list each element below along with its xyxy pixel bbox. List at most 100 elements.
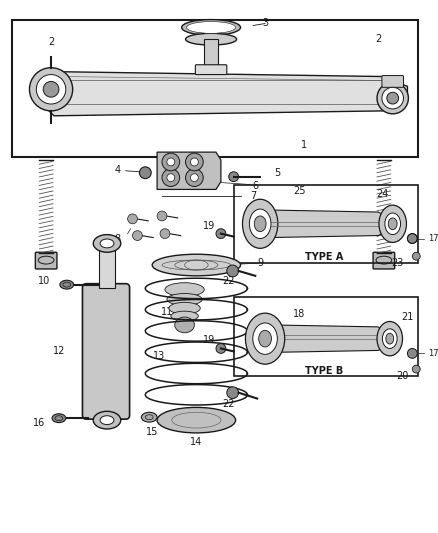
Text: 1: 1 [301, 140, 307, 150]
Circle shape [382, 87, 403, 109]
Polygon shape [34, 71, 407, 116]
Circle shape [412, 252, 420, 260]
Text: 12: 12 [53, 346, 65, 357]
Circle shape [127, 214, 138, 224]
Ellipse shape [187, 21, 236, 34]
Bar [233, 184, 418, 263]
Text: 7: 7 [250, 191, 256, 201]
Polygon shape [257, 325, 393, 352]
Circle shape [29, 68, 73, 111]
Text: 4: 4 [115, 165, 121, 175]
Bar [233, 297, 418, 376]
Ellipse shape [253, 323, 277, 354]
Ellipse shape [186, 34, 237, 45]
Circle shape [191, 158, 198, 166]
Ellipse shape [157, 407, 236, 433]
FancyBboxPatch shape [35, 252, 57, 269]
Bar [12, 20, 418, 157]
Text: 3: 3 [262, 18, 268, 28]
FancyBboxPatch shape [195, 64, 227, 75]
Circle shape [377, 83, 408, 114]
Ellipse shape [100, 416, 114, 425]
Circle shape [216, 229, 226, 239]
Text: 25: 25 [293, 187, 306, 196]
Circle shape [407, 349, 417, 358]
Text: 20: 20 [396, 371, 409, 381]
Circle shape [186, 153, 203, 171]
Ellipse shape [169, 302, 200, 314]
Ellipse shape [245, 313, 285, 364]
Bar [99, 248, 115, 288]
Text: 19: 19 [203, 221, 215, 231]
Ellipse shape [167, 294, 202, 305]
Bar [204, 39, 218, 67]
Text: 14: 14 [190, 437, 202, 447]
Ellipse shape [141, 413, 157, 422]
Circle shape [133, 231, 142, 240]
Ellipse shape [52, 414, 66, 423]
Circle shape [387, 92, 399, 104]
Text: 17: 17 [428, 349, 438, 358]
Ellipse shape [171, 311, 198, 321]
Ellipse shape [182, 20, 240, 35]
Circle shape [162, 169, 180, 187]
FancyBboxPatch shape [82, 284, 130, 419]
Text: 19: 19 [203, 335, 215, 345]
Text: 18: 18 [293, 309, 306, 319]
Text: 10: 10 [38, 276, 50, 286]
Circle shape [160, 229, 170, 239]
Ellipse shape [60, 280, 74, 289]
Text: 2: 2 [375, 34, 381, 44]
Text: 9: 9 [257, 258, 263, 268]
Text: 2: 2 [48, 37, 54, 47]
Circle shape [227, 265, 239, 277]
Text: 8: 8 [115, 233, 121, 244]
Circle shape [167, 158, 175, 166]
Ellipse shape [243, 199, 278, 248]
Ellipse shape [254, 216, 266, 232]
Text: 5: 5 [274, 168, 280, 177]
Ellipse shape [382, 329, 397, 349]
Text: 16: 16 [33, 418, 46, 428]
Text: 21: 21 [401, 312, 413, 322]
Circle shape [162, 153, 180, 171]
Circle shape [227, 387, 239, 399]
Text: 11: 11 [161, 307, 173, 317]
Polygon shape [260, 210, 393, 238]
Circle shape [229, 172, 239, 182]
Circle shape [407, 233, 417, 244]
Text: 15: 15 [146, 427, 159, 437]
Text: TYPE B: TYPE B [305, 366, 343, 376]
Ellipse shape [175, 317, 194, 333]
Text: 22: 22 [223, 399, 235, 409]
Circle shape [191, 174, 198, 182]
Ellipse shape [385, 213, 401, 235]
Ellipse shape [93, 235, 121, 252]
Circle shape [36, 75, 66, 104]
Text: 13: 13 [153, 351, 165, 361]
Circle shape [412, 365, 420, 373]
Ellipse shape [388, 218, 397, 230]
Ellipse shape [93, 411, 121, 429]
Ellipse shape [259, 330, 272, 347]
Text: 17: 17 [428, 234, 438, 243]
Circle shape [216, 344, 226, 353]
FancyBboxPatch shape [373, 252, 395, 269]
Ellipse shape [249, 209, 271, 239]
Ellipse shape [377, 321, 403, 356]
Ellipse shape [379, 205, 406, 243]
Ellipse shape [152, 254, 240, 276]
Text: 6: 6 [252, 181, 258, 190]
Text: 24: 24 [377, 189, 389, 199]
Circle shape [186, 169, 203, 187]
Text: TYPE A: TYPE A [305, 252, 343, 262]
Text: 22: 22 [223, 276, 235, 286]
Circle shape [167, 174, 175, 182]
Ellipse shape [165, 282, 204, 296]
Circle shape [157, 211, 167, 221]
Text: 23: 23 [392, 258, 404, 268]
FancyBboxPatch shape [382, 76, 403, 87]
Polygon shape [157, 152, 221, 189]
Circle shape [139, 167, 151, 179]
Ellipse shape [100, 239, 114, 248]
